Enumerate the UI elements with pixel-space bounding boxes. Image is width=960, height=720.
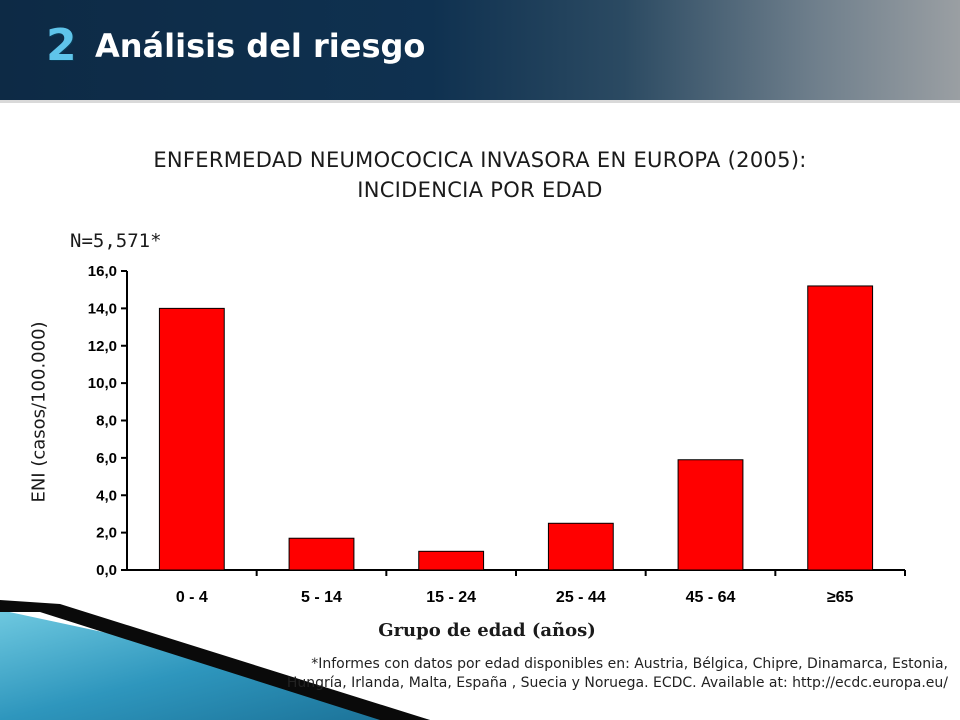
chart-title-line1: ENFERMEDAD NEUMOCOCICA INVASORA EN EUROP… (153, 148, 807, 172)
chart-title-line2: INCIDENCIA POR EDAD (357, 178, 603, 202)
bar (418, 550, 485, 571)
y-tick-label: 4,0 (96, 487, 117, 504)
x-tick-label: 15 - 24 (426, 589, 476, 606)
x-axis-label: Grupo de edad (años) (378, 620, 596, 641)
section-number: 2 (46, 20, 77, 71)
x-tick-label: 0 - 4 (176, 589, 208, 606)
footnote: *Informes con datos por edad disponibles… (286, 656, 948, 691)
y-tick-label: 16,0 (88, 263, 117, 280)
header-divider (0, 100, 960, 103)
y-tick-label: 12,0 (88, 338, 117, 355)
y-tick-label: 8,0 (96, 413, 117, 430)
bar (547, 522, 614, 571)
black-swoosh-shape (0, 600, 430, 720)
y-tick-label: 14,0 (88, 300, 117, 317)
y-tick-label: 2,0 (96, 525, 117, 542)
chart-title: ENFERMEDAD NEUMOCOCICA INVASORA EN EUROP… (40, 145, 920, 205)
section-title: Análisis del riesgo (95, 27, 426, 65)
x-tick-label: 45 - 64 (686, 589, 736, 606)
y-tick-label: 0,0 (96, 562, 117, 579)
x-tick-label: 5 - 14 (301, 589, 342, 606)
x-tick-label: ≥65 (827, 589, 854, 606)
bar (158, 307, 225, 571)
sample-size-label: N=5,571* (70, 230, 162, 252)
bar (677, 459, 744, 571)
y-tick-label: 6,0 (96, 450, 117, 467)
bar (807, 285, 874, 571)
slide-header (0, 0, 960, 100)
x-tick-label: 25 - 44 (556, 589, 606, 606)
y-tick-label: 10,0 (88, 375, 117, 392)
bar (288, 537, 355, 571)
